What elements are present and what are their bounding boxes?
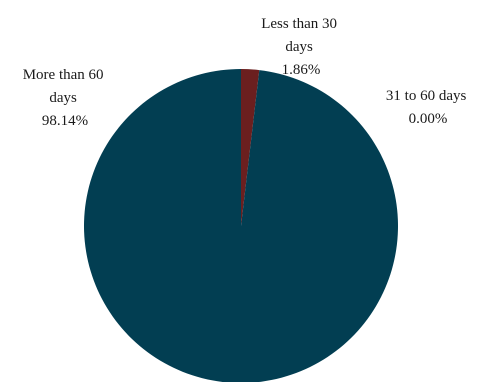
slice-label-line: days bbox=[49, 90, 77, 106]
pie-slice-less-than-30-days bbox=[241, 69, 260, 226]
slice-value-label: 1.86% bbox=[282, 62, 321, 78]
slice-label-less-than-30: Less than 30 days 1.86% bbox=[261, 16, 341, 78]
pie-slices bbox=[84, 69, 398, 382]
slice-label-more-than-60: More than 60 days 98.14% bbox=[23, 67, 108, 129]
slice-value-label: 98.14% bbox=[42, 113, 88, 129]
slice-label-31-to-60: 31 to 60 days 0.00% bbox=[386, 88, 470, 127]
slice-label-line: Less than 30 bbox=[261, 16, 337, 32]
slice-value-label: 0.00% bbox=[409, 111, 448, 127]
slice-label-line: days bbox=[285, 39, 313, 55]
slice-label-line: 31 to 60 days bbox=[386, 88, 467, 104]
slice-label-line: More than 60 bbox=[23, 67, 104, 83]
pie-slice-more-than-60-days bbox=[84, 69, 398, 382]
